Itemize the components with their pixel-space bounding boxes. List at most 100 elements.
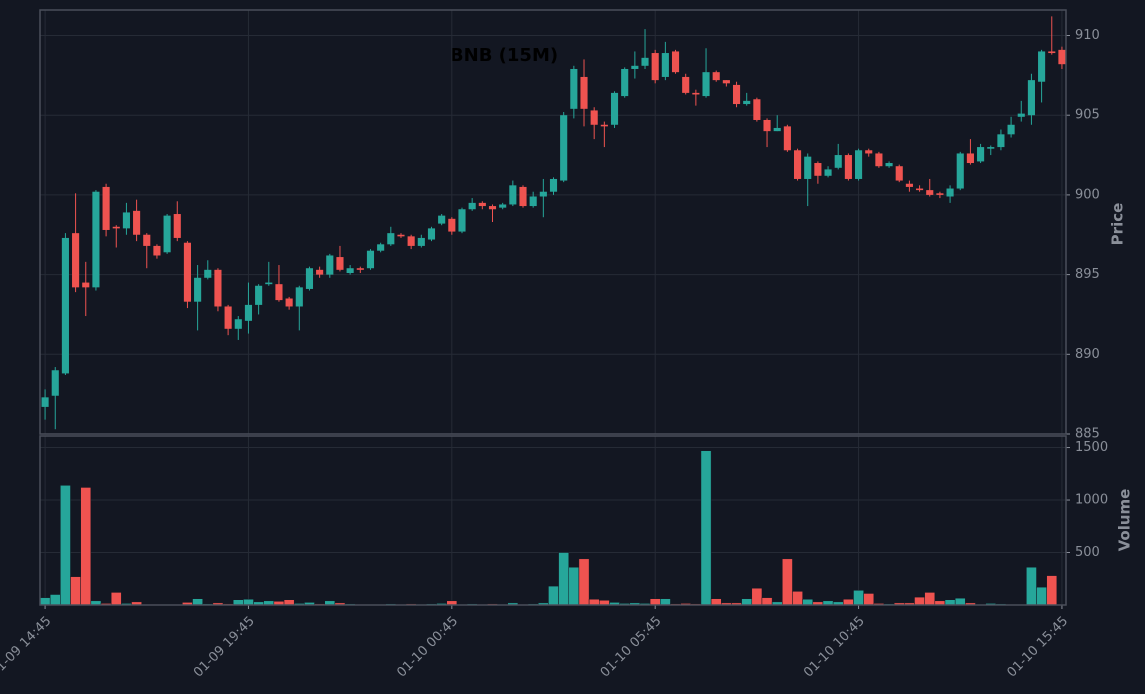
- candle-body: [814, 163, 822, 176]
- candle-body: [305, 268, 314, 289]
- candle-body: [692, 92, 700, 95]
- y-tick-label: 890: [1075, 347, 1100, 362]
- candle-body: [570, 68, 578, 109]
- chart-title: BNB (15M): [450, 45, 558, 66]
- y-tick-label: 900: [1075, 187, 1100, 202]
- candle-body: [61, 237, 69, 374]
- candle-body: [448, 218, 456, 232]
- candle-body: [783, 126, 791, 151]
- candle-body: [529, 196, 537, 207]
- volume-bar: [588, 598, 600, 606]
- candle-body: [905, 183, 913, 187]
- volume-bar: [80, 487, 92, 606]
- volume-bar: [924, 592, 936, 606]
- volume-bar: [741, 598, 753, 606]
- volume-bar: [548, 585, 559, 606]
- candle-body: [844, 155, 852, 179]
- candle-body: [590, 110, 598, 125]
- candle-body: [194, 277, 202, 302]
- candle-body: [926, 190, 934, 195]
- candle-body: [438, 215, 446, 224]
- volume-bar: [843, 598, 854, 606]
- y-tick-label: 895: [1075, 267, 1100, 282]
- candle-body: [163, 215, 171, 253]
- volume-bar: [751, 587, 763, 606]
- volume-bar: [1026, 566, 1037, 606]
- volume-bar: [782, 558, 793, 606]
- volume-bar: [944, 599, 956, 606]
- candle-body: [539, 191, 547, 197]
- volume-bar: [853, 590, 864, 606]
- candle-body: [458, 209, 466, 232]
- candle-body: [346, 268, 354, 274]
- volume-bar: [1036, 586, 1047, 606]
- candle-body: [275, 284, 283, 301]
- y2-tick-label: 500: [1075, 545, 1100, 560]
- volume-bar: [914, 596, 925, 606]
- candle-body: [295, 287, 303, 307]
- candle-body: [631, 65, 639, 69]
- volume-bar: [1046, 575, 1058, 606]
- candle-body: [621, 68, 629, 97]
- candle-body: [1027, 80, 1035, 116]
- y2-axis-label: Volume: [1116, 489, 1134, 552]
- candle-body: [600, 124, 608, 127]
- candle-body: [265, 282, 273, 285]
- candle-body: [661, 53, 669, 77]
- candle-body: [743, 100, 751, 105]
- candle-body: [214, 269, 222, 307]
- candle-body: [143, 234, 151, 246]
- candle-body: [793, 150, 802, 179]
- candle-body: [285, 298, 293, 307]
- candle-body: [499, 204, 507, 208]
- volume-bar: [558, 552, 570, 606]
- candle-body: [1048, 51, 1056, 54]
- volume-bar: [700, 450, 712, 606]
- candle-body: [244, 304, 253, 321]
- candle-body: [1058, 49, 1066, 65]
- candle-body: [549, 178, 558, 192]
- volume-bar: [954, 597, 966, 606]
- candle-body: [936, 193, 944, 195]
- candle-body: [997, 134, 1005, 148]
- candle-body: [682, 76, 690, 93]
- candle-body: [82, 282, 90, 288]
- candle-body: [183, 242, 192, 302]
- candle-body: [946, 188, 954, 197]
- candle-body: [1038, 51, 1046, 82]
- y-tick-label: 885: [1075, 427, 1100, 442]
- candle-body: [875, 153, 883, 167]
- candle-body: [417, 237, 425, 246]
- candle-body: [356, 268, 364, 270]
- candle-body: [92, 191, 100, 288]
- y2-tick-label: 1000: [1075, 493, 1108, 508]
- candle-body: [234, 319, 242, 329]
- volume-bar: [792, 591, 803, 606]
- candle-body: [255, 285, 263, 305]
- candle-body: [977, 147, 985, 162]
- candle-body: [122, 212, 130, 229]
- y2-tick-label: 1500: [1075, 440, 1108, 455]
- price-panel-frame: [39, 9, 1067, 435]
- volume-bar: [660, 598, 671, 606]
- candle-body: [509, 185, 517, 205]
- volume-bar: [49, 594, 61, 606]
- volume-bar: [243, 598, 254, 606]
- candle-body: [112, 226, 120, 229]
- candle-body: [133, 210, 141, 235]
- candle-body: [702, 72, 710, 97]
- candle-body: [1017, 113, 1025, 117]
- volume-bar: [232, 599, 244, 606]
- candle-body: [427, 228, 436, 240]
- volume-panel-frame: [39, 435, 1067, 606]
- candle-body: [804, 156, 812, 179]
- candle-body: [885, 163, 893, 167]
- candle-body: [560, 115, 568, 181]
- candle-body: [519, 186, 527, 207]
- candle-body: [580, 76, 588, 109]
- candle-body: [641, 57, 649, 66]
- candle-body: [671, 51, 680, 73]
- candle-body: [1007, 124, 1015, 135]
- candle-body: [824, 169, 832, 176]
